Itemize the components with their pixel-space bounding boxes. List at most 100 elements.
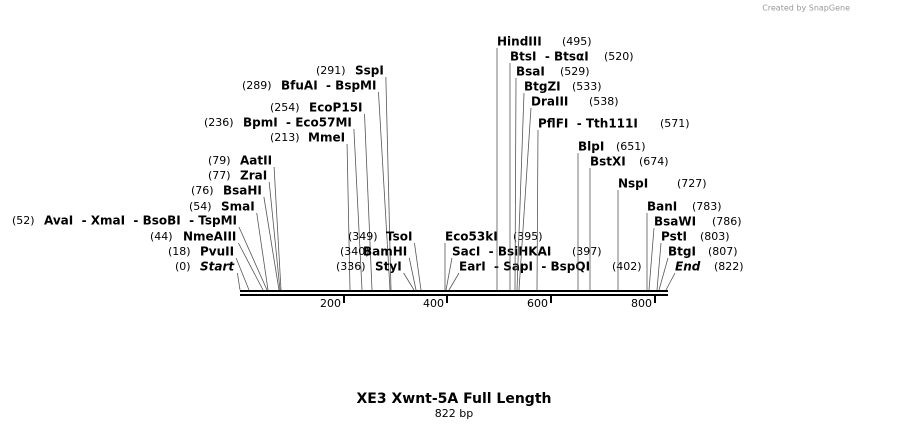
site-position: (397) — [572, 245, 602, 258]
site-position: (79) — [208, 154, 231, 167]
site-leader — [516, 92, 525, 291]
site-position: (289) — [242, 79, 272, 92]
site-position: (727) — [677, 177, 707, 190]
site-name: PflFI - Tth111I — [538, 117, 638, 131]
ruler-label: 600 — [527, 297, 548, 310]
site-leader — [346, 143, 351, 291]
site-leader — [656, 242, 662, 291]
site-name: BpmI - Eco57MI — [243, 116, 352, 130]
site-position: (236) — [204, 116, 234, 129]
site-leader — [518, 107, 532, 291]
site-name: Eco53kI — [445, 230, 498, 244]
site-leader — [235, 257, 250, 291]
site-leader — [364, 113, 373, 291]
site-name: BtgI — [668, 245, 696, 259]
site-leader — [236, 272, 241, 291]
site-position: (254) — [270, 101, 300, 114]
site-position: (786) — [712, 215, 742, 228]
site-leader — [448, 272, 460, 291]
site-position: (822) — [714, 260, 744, 273]
site-name: BtsI - BtsαI — [510, 50, 589, 64]
site-name: HindIII — [497, 35, 542, 49]
site-position: (783) — [692, 200, 722, 213]
site-name: BtgZI — [524, 80, 561, 94]
site-position: (52) — [12, 214, 35, 227]
site-position: (495) — [562, 35, 592, 48]
site-position: (651) — [616, 140, 646, 153]
site-name: AatII — [240, 154, 272, 168]
site-name: NspI — [618, 177, 648, 191]
site-position: (291) — [316, 64, 346, 77]
site-leader — [665, 272, 676, 291]
site-name: SmaI — [221, 200, 255, 214]
site-leader — [648, 227, 655, 291]
site-position: (18) — [168, 245, 191, 258]
site-position: (402) — [612, 260, 642, 273]
site-position: (336) — [336, 260, 366, 273]
site-position: (803) — [700, 230, 730, 243]
site-position: (571) — [660, 117, 690, 130]
site-leader — [238, 242, 264, 291]
site-position: (340) — [340, 245, 370, 258]
site-leader — [408, 257, 417, 291]
site-name: MmeI — [308, 131, 345, 145]
site-leader — [385, 76, 392, 291]
site-position: (395) — [513, 230, 543, 243]
title: XE3 Xwnt-5A Full Length — [357, 391, 552, 407]
subtitle: 822 bp — [435, 407, 473, 420]
site-name: Start — [200, 260, 235, 274]
site-name: NmeAIII — [183, 230, 236, 244]
site-position: (538) — [589, 95, 619, 108]
site-position: (44) — [150, 230, 173, 243]
site-position: (807) — [708, 245, 738, 258]
site-position: (213) — [270, 131, 300, 144]
site-name: TsoI — [386, 230, 412, 244]
ruler-label: 400 — [423, 297, 444, 310]
site-leader — [414, 242, 422, 291]
site-name: DraIII — [531, 95, 568, 109]
site-name: PstI — [661, 230, 687, 244]
site-name: SspI — [355, 64, 384, 78]
site-name: AvaI - XmaI - BsoBI - TspMI — [44, 214, 237, 228]
site-name: EarI - SapI - BspQI — [459, 260, 590, 274]
site-position: (349) — [348, 230, 378, 243]
site-leader — [403, 272, 415, 291]
site-name: ZraI — [240, 169, 267, 183]
site-name: BsaHI — [223, 184, 262, 198]
site-position: (77) — [208, 169, 231, 182]
site-position: (520) — [604, 50, 634, 63]
site-name: BlpI — [578, 140, 604, 154]
site-position: (529) — [560, 65, 590, 78]
site-leader — [658, 257, 669, 291]
site-leader — [536, 129, 539, 291]
site-position: (533) — [572, 80, 602, 93]
site-leader — [238, 226, 268, 291]
site-name: BstXI — [590, 155, 626, 169]
site-name: BamHI — [363, 245, 407, 259]
site-name: PvuII — [200, 245, 234, 259]
site-name: BsaWI — [654, 215, 696, 229]
site-name: BfuAI - BspMI — [281, 79, 376, 93]
site-name: StyI — [375, 260, 402, 274]
site-leader — [445, 257, 453, 291]
site-position: (0) — [175, 260, 191, 273]
site-position: (54) — [189, 200, 212, 213]
site-position: (674) — [639, 155, 669, 168]
site-name: EcoP15I — [309, 101, 363, 115]
site-position: (76) — [191, 184, 214, 197]
ruler-label: 200 — [320, 297, 341, 310]
site-leader — [263, 196, 280, 291]
site-name: BsaI — [516, 65, 545, 79]
site-name: End — [675, 260, 701, 274]
ruler-label: 800 — [631, 297, 652, 310]
site-leader — [353, 128, 363, 291]
site-name: BanI — [647, 200, 677, 214]
site-leader — [514, 77, 517, 291]
site-leader — [256, 212, 269, 291]
site-leader — [273, 166, 282, 291]
site-leader — [378, 91, 391, 291]
credit: Created by SnapGene — [762, 4, 850, 13]
site-leader — [268, 181, 281, 291]
